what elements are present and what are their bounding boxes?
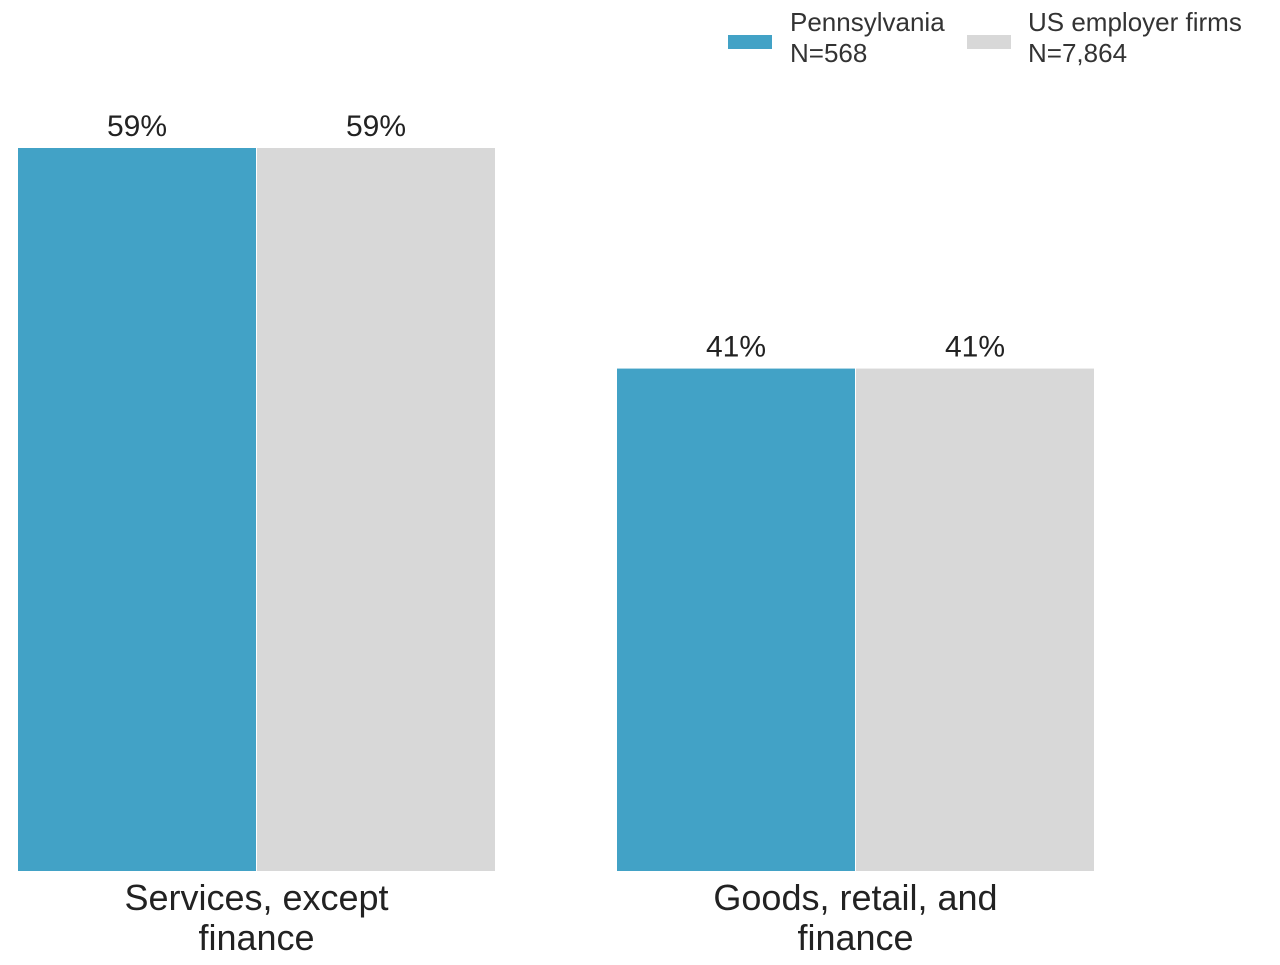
category-label: finance [198,917,314,958]
bar-pennsylvania-2 [617,368,855,871]
category-label: Goods, retail, and [713,877,997,918]
category-label: finance [797,917,913,958]
category-label: Services, except [124,877,388,918]
legend-swatch [728,35,772,49]
legend-label: US employer firms [1028,7,1242,37]
legend-sample-size: N=568 [790,38,867,68]
bar-pennsylvania-1 [18,148,256,871]
legend-sample-size: N=7,864 [1028,38,1127,68]
value-label: 41% [706,331,766,364]
bar-us-employer-firms-1 [257,148,495,871]
bar-us-employer-firms-2 [856,368,1094,871]
legend-label: Pennsylvania [790,7,945,37]
legend-swatch [967,35,1011,49]
value-label: 59% [346,110,406,143]
value-label: 41% [945,331,1005,364]
value-label: 59% [107,110,167,143]
value-labels: 59% 59% 41% 41% [107,110,1005,364]
bars [18,148,1094,871]
